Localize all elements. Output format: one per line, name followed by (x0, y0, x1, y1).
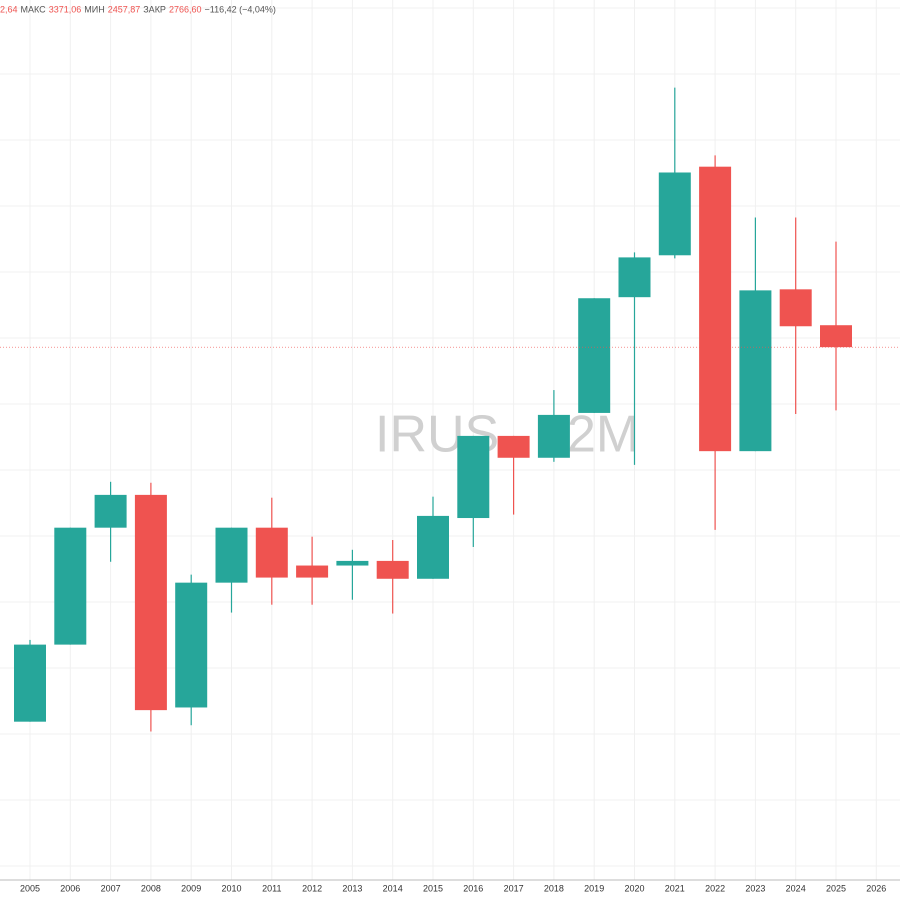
x-tick-label: 2020 (624, 883, 644, 893)
candle-body (820, 325, 852, 348)
header-item: −116,42 (−4,04%) (204, 4, 275, 14)
header-item: 2766,60 (169, 4, 202, 14)
x-tick-label: 2006 (60, 883, 80, 893)
candle-body (457, 435, 490, 519)
x-tick-label: 2021 (665, 883, 685, 893)
x-tick-label: 2015 (423, 883, 443, 893)
candle-body (497, 435, 530, 458)
candle-body (779, 289, 812, 327)
header-item: 2457,87 (108, 4, 141, 14)
candle-body (296, 565, 329, 578)
x-tick-label: 2018 (544, 883, 564, 893)
x-tick-label: 2009 (181, 883, 201, 893)
candle-body (134, 494, 167, 711)
x-tick-label: 2026 (866, 883, 886, 893)
x-tick-label: 2022 (705, 883, 725, 893)
header-item: 2,64 (0, 4, 18, 14)
candle-body (578, 298, 611, 413)
candle-body (699, 166, 732, 452)
x-tick-label: 2024 (786, 883, 806, 893)
header-item: 3371,06 (49, 4, 82, 14)
x-tick-label: 2017 (504, 883, 524, 893)
candle-body (417, 515, 449, 579)
x-tick-label: 2007 (101, 883, 121, 893)
x-tick-label: 2008 (141, 883, 161, 893)
candle-body (658, 172, 691, 256)
x-tick-label: 2012 (302, 883, 322, 893)
candle-body (376, 560, 409, 579)
x-tick-label: 2005 (20, 883, 40, 893)
header-item: ЗАКР (143, 4, 166, 14)
candle-body (175, 582, 208, 708)
watermark: 2M (567, 406, 639, 464)
x-tick-label: 2025 (826, 883, 846, 893)
header: 2,64 МАКС 3371,06 МИН 2457,87 ЗАКР 2766,60 −116… (0, 4, 276, 14)
header-item: МИН (84, 4, 104, 14)
x-tick-label: 2016 (463, 883, 483, 893)
candle-body (255, 527, 288, 578)
x-tick-label: 2011 (262, 883, 281, 893)
header-item: МАКС (21, 4, 47, 14)
x-tick-label: 2013 (342, 883, 362, 893)
candle-body (537, 414, 570, 458)
x-tick-label: 2010 (221, 883, 241, 893)
candle-body (336, 560, 369, 566)
candle-body (54, 527, 87, 645)
candle-body (94, 494, 127, 528)
x-tick-label: 2023 (745, 883, 765, 893)
candle-body (215, 527, 248, 583)
x-tick-label: 2014 (383, 883, 403, 893)
candle-body (739, 290, 772, 452)
x-tick-label: 2019 (584, 883, 604, 893)
candle-body (618, 257, 651, 298)
candles (0, 87, 900, 732)
candle-body (14, 644, 46, 722)
